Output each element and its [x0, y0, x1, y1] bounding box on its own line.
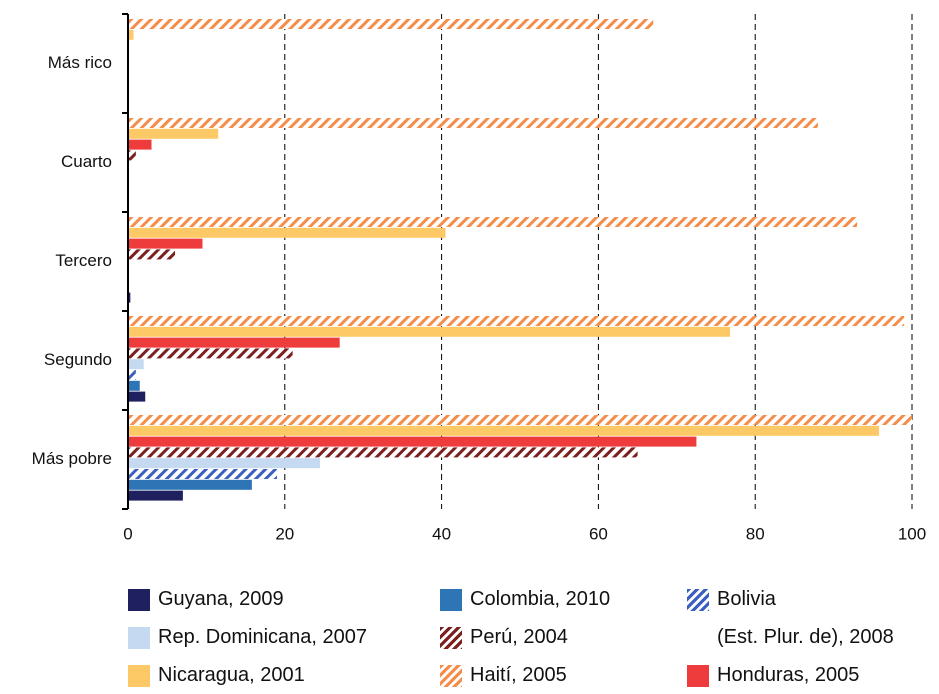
bar: [128, 29, 134, 40]
bar: [128, 238, 203, 249]
legend-item: Guyana, 2009: [128, 588, 284, 618]
bar: [128, 370, 136, 380]
legend-swatch: [440, 665, 462, 687]
bar: [128, 391, 146, 402]
bar: [128, 415, 912, 425]
x-tick-label: 100: [898, 524, 926, 543]
legend-swatch: [128, 589, 150, 611]
bar: [128, 118, 818, 128]
bar: [128, 359, 144, 370]
legend-label: Rep. Dominicana, 2007: [158, 626, 368, 648]
legend-swatch: [128, 627, 150, 649]
bar: [128, 469, 277, 479]
legend-label: Honduras, 2005: [717, 664, 860, 686]
x-tick-label: 80: [746, 524, 765, 543]
legend-item: Nicaragua, 2001: [128, 664, 305, 694]
legend-swatch: [440, 627, 462, 649]
legend: Guyana, 2009 Colombia, 2010 Bolivia (Est. …: [0, 578, 939, 692]
bar: [128, 490, 183, 501]
x-tick-label: 40: [432, 524, 451, 543]
y-tick-label: Tercero: [55, 251, 112, 270]
y-tick-label: Más pobre: [32, 449, 112, 468]
legend-item: Rep. Dominicana, 2007: [128, 626, 367, 656]
legend-item: Honduras, 2005: [687, 664, 859, 694]
legend-label: Bolivia (Est. Plur. de), 2008: [717, 588, 894, 648]
bar: [128, 458, 321, 469]
bar: [128, 447, 638, 458]
bar: [128, 337, 340, 348]
bar: [128, 326, 731, 337]
x-tick-label: 0: [123, 524, 132, 543]
legend-swatch: [687, 589, 709, 611]
bar: [128, 479, 252, 490]
legend-item: Haití, 2005: [440, 664, 567, 694]
x-tick-label: 20: [275, 524, 294, 543]
legend-label: Haití, 2005: [470, 664, 567, 686]
legend-label: Nicaragua, 2001: [158, 664, 305, 686]
y-tick-label: Cuarto: [61, 152, 112, 171]
bar: [128, 292, 131, 303]
bar: [128, 316, 905, 326]
legend-item: Perú, 2004: [440, 626, 568, 656]
legend-swatch: [440, 589, 462, 611]
bar: [128, 380, 140, 391]
legend-item: Colombia, 2010: [440, 588, 610, 618]
legend-label: Guyana, 2009: [158, 588, 284, 610]
bar: [128, 227, 446, 238]
bar: [128, 217, 858, 227]
bar: [128, 249, 176, 260]
bar: [128, 425, 880, 436]
legend-label: Perú, 2004: [470, 626, 568, 648]
x-tick-label: 60: [589, 524, 608, 543]
legend-swatch: [128, 665, 150, 687]
bar: [128, 128, 219, 139]
legend-swatch: [687, 665, 709, 687]
chart: 0 20 40 60 80 100 Más rico Cuarto Tercero Segundo…: [32, 13, 926, 543]
y-tick-label: Segundo: [44, 350, 112, 369]
legend-item: Bolivia (Est. Plur. de), 2008: [687, 588, 894, 656]
bar: [128, 139, 152, 150]
bar: [128, 19, 654, 29]
bar: [128, 348, 293, 359]
y-tick-label: Más rico: [48, 53, 112, 72]
bar: [128, 150, 136, 161]
legend-label: Colombia, 2010: [470, 588, 611, 610]
bar: [128, 436, 697, 447]
